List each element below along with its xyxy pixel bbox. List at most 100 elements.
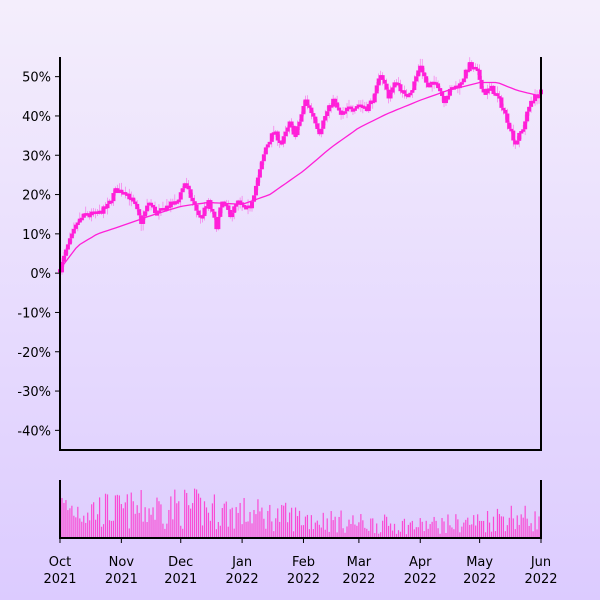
volume-bar: [164, 528, 166, 538]
volume-bar: [391, 530, 394, 538]
volume-bar: [150, 514, 152, 538]
candle-body: [73, 224, 78, 229]
volume-bar: [81, 521, 83, 538]
volume-bar: [178, 501, 180, 538]
candle-body: [101, 206, 106, 214]
candles: [58, 57, 543, 275]
candle-body: [511, 130, 516, 141]
y-tick-label: 10%: [22, 228, 51, 243]
candle-body: [362, 106, 367, 109]
candle-body: [315, 123, 320, 129]
volume-bar: [205, 507, 208, 538]
volume-bar: [386, 516, 388, 538]
candle-body: [204, 206, 209, 209]
volume-bar: [524, 505, 526, 538]
volume-bar: [231, 507, 233, 538]
candle-body: [202, 207, 207, 217]
volume-bar: [289, 512, 291, 538]
candle-body: [135, 203, 140, 210]
volume-bar: [172, 519, 174, 538]
volume-bar: [481, 520, 483, 538]
volume-bar: [144, 507, 146, 538]
candle-body: [81, 213, 86, 218]
volume-bar: [219, 525, 221, 538]
candle-body: [151, 204, 156, 208]
moving-average-line: [59, 81, 540, 270]
candle-body: [283, 131, 288, 137]
x-tick-year: 2022: [287, 572, 320, 587]
candle-body: [414, 76, 419, 82]
volume-bar: [108, 520, 111, 538]
volume-bar: [168, 509, 170, 538]
volume-bar: [237, 512, 239, 538]
volume-bar: [340, 510, 342, 538]
candle-body: [186, 185, 191, 190]
volume-bar: [417, 527, 419, 538]
volume-bar: [298, 510, 301, 538]
candle-body: [257, 169, 262, 178]
candle-body: [69, 233, 74, 239]
volume-bar: [455, 514, 457, 538]
volume-bar: [71, 505, 73, 538]
volume-bar: [162, 523, 164, 538]
volume-bar: [403, 518, 406, 538]
volume-bar: [348, 519, 350, 538]
volume-bar: [209, 520, 212, 538]
volume-bar: [306, 514, 309, 538]
candle-body: [531, 100, 536, 104]
candle-body: [376, 78, 381, 86]
y-tick-label: 30%: [22, 149, 51, 164]
y-tick-label: 20%: [22, 189, 51, 204]
volume-bar: [336, 532, 338, 538]
candle-body: [438, 88, 443, 92]
candle-body: [406, 94, 411, 98]
volume-bar: [283, 505, 285, 538]
volume-bar: [104, 493, 107, 538]
candle-body: [509, 128, 514, 132]
volume-bar: [506, 525, 508, 538]
volume-bar: [389, 523, 392, 538]
volume-bar: [532, 531, 534, 538]
volume-bar: [443, 521, 445, 538]
x-tick-month: May: [466, 555, 493, 570]
candle-body: [85, 213, 90, 216]
volume-bar: [384, 514, 386, 538]
candle-body: [178, 192, 183, 200]
volume-bar: [201, 525, 204, 538]
volume-bar: [217, 522, 219, 538]
volume-bar: [229, 509, 231, 538]
candle-body: [537, 94, 542, 99]
volume-bar: [124, 502, 126, 538]
candle-body: [515, 140, 520, 145]
candle-body: [71, 228, 76, 234]
volume-bar: [399, 531, 402, 538]
candle-body: [461, 78, 466, 83]
volume-bar: [221, 508, 223, 538]
candle-body: [295, 126, 300, 136]
candle-body: [475, 68, 480, 72]
candle-body: [281, 136, 286, 144]
y-tick-label: 40%: [22, 110, 51, 125]
volume-bar: [431, 521, 433, 538]
candle-body: [481, 88, 486, 93]
volume-bar: [397, 530, 400, 538]
candle-body: [143, 211, 148, 217]
candle-body: [65, 244, 70, 250]
volume-bar: [296, 516, 299, 538]
volume-bar: [475, 525, 477, 538]
volume-bar: [364, 527, 366, 538]
candle-body: [525, 111, 530, 122]
candle-body: [251, 195, 256, 202]
x-tick-month: Nov: [109, 555, 135, 570]
volume-bar: [366, 528, 368, 538]
volume-bar: [130, 492, 132, 538]
candle-body: [291, 125, 296, 135]
candle-body: [503, 109, 508, 114]
candle-body: [297, 121, 302, 127]
candle-body: [521, 129, 526, 132]
volume-bar: [360, 514, 362, 538]
volume-bar: [184, 489, 186, 538]
volume-bar: [421, 521, 423, 538]
candle-body: [242, 204, 247, 208]
volume-bar: [203, 501, 206, 538]
